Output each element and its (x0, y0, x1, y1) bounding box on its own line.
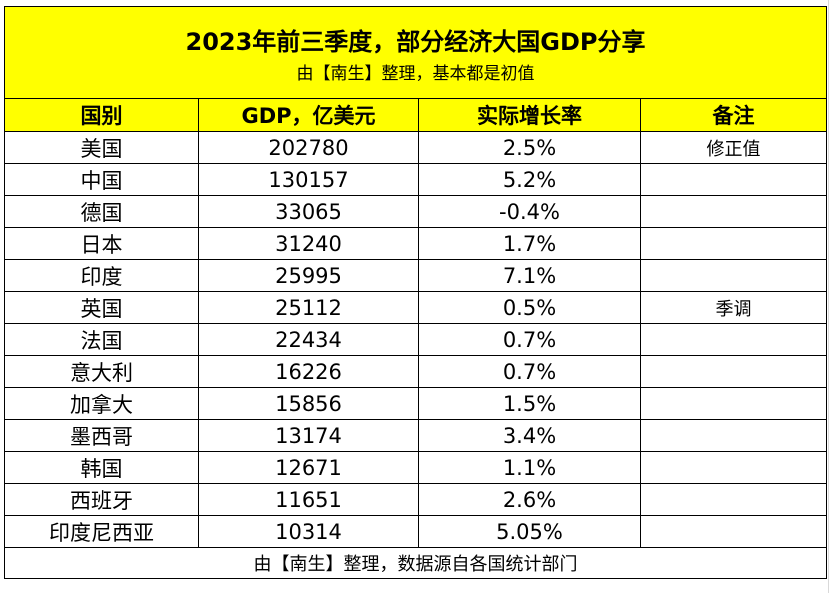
cell-growth[interactable]: 0.7% (418, 323, 641, 356)
cell-country[interactable]: 韩国 (4, 451, 199, 484)
header-gdp[interactable]: GDP，亿美元 (198, 98, 419, 132)
table-subtitle: 由【南生】整理，基本都是初值 (296, 63, 535, 84)
cell-country[interactable]: 法国 (4, 323, 199, 356)
cell-growth[interactable]: 0.5% (418, 291, 641, 324)
cell-growth[interactable]: 2.6% (418, 483, 641, 516)
cell-country[interactable]: 加拿大 (4, 387, 199, 420)
cell-gdp[interactable]: 22434 (198, 323, 419, 356)
cell-note[interactable] (639, 227, 828, 260)
table-row: 美国 202780 2.5% 修正值 (4, 131, 828, 164)
cell-note[interactable] (639, 515, 828, 548)
cell-growth[interactable]: 7.1% (418, 259, 641, 292)
table-row: 印度尼西亚 10314 5.05% (4, 515, 828, 548)
title-block: 2023年前三季度，部分经济大国GDP分享 由【南生】整理，基本都是初值 (3, 6, 828, 99)
cell-note[interactable] (639, 483, 828, 516)
table-row: 韩国 12671 1.1% (4, 451, 828, 484)
cell-note[interactable] (639, 387, 828, 420)
table-row: 英国 25112 0.5% 季调 (4, 291, 828, 324)
table-row: 意大利 16226 0.7% (4, 355, 828, 388)
header-row: 国别 GDP，亿美元 实际增长率 备注 (4, 98, 828, 132)
cell-growth[interactable]: 1.1% (418, 451, 641, 484)
cell-country[interactable]: 墨西哥 (4, 419, 199, 452)
cell-note[interactable] (639, 195, 828, 228)
table-row: 墨西哥 13174 3.4% (4, 419, 828, 452)
table-row: 德国 33065 -0.4% (4, 195, 828, 228)
cell-growth[interactable]: 1.5% (418, 387, 641, 420)
cell-country[interactable]: 日本 (4, 227, 199, 260)
cell-gdp[interactable]: 13174 (198, 419, 419, 452)
table-row: 加拿大 15856 1.5% (4, 387, 828, 420)
cell-growth[interactable]: 0.7% (418, 355, 641, 388)
cell-gdp[interactable]: 12671 (198, 451, 419, 484)
cell-note[interactable] (639, 259, 828, 292)
cell-gdp[interactable]: 16226 (198, 355, 419, 388)
gdp-table: 2023年前三季度，部分经济大国GDP分享 由【南生】整理，基本都是初值 国别 … (3, 6, 828, 579)
cell-country[interactable]: 德国 (4, 195, 199, 228)
table-row: 日本 31240 1.7% (4, 227, 828, 260)
cell-growth[interactable]: 5.05% (418, 515, 641, 548)
cell-gdp[interactable]: 25995 (198, 259, 419, 292)
cell-note[interactable] (639, 163, 828, 196)
table-row: 西班牙 11651 2.6% (4, 483, 828, 516)
cell-note[interactable] (639, 355, 828, 388)
cell-gdp[interactable]: 31240 (198, 227, 419, 260)
cell-gdp[interactable]: 202780 (198, 131, 419, 164)
cell-growth[interactable]: 1.7% (418, 227, 641, 260)
cell-note[interactable] (639, 323, 828, 356)
header-note[interactable]: 备注 (639, 98, 828, 132)
table-title: 2023年前三季度，部分经济大国GDP分享 (185, 27, 646, 56)
cell-country[interactable]: 意大利 (4, 355, 199, 388)
cell-gdp[interactable]: 130157 (198, 163, 419, 196)
sheet-gridline (828, 0, 829, 593)
cell-growth[interactable]: 2.5% (418, 131, 641, 164)
table-footer[interactable]: 由【南生】整理，数据源自各国统计部门 (3, 547, 828, 579)
cell-country[interactable]: 美国 (4, 131, 199, 164)
cell-gdp[interactable]: 10314 (198, 515, 419, 548)
header-country[interactable]: 国别 (4, 98, 199, 132)
cell-note[interactable]: 修正值 (639, 131, 828, 164)
cell-growth[interactable]: 5.2% (418, 163, 641, 196)
cell-gdp[interactable]: 15856 (198, 387, 419, 420)
cell-country[interactable]: 西班牙 (4, 483, 199, 516)
table-row: 印度 25995 7.1% (4, 259, 828, 292)
cell-note[interactable]: 季调 (639, 291, 828, 324)
table-row: 法国 22434 0.7% (4, 323, 828, 356)
cell-gdp[interactable]: 33065 (198, 195, 419, 228)
cell-country[interactable]: 印度尼西亚 (4, 515, 199, 548)
header-growth[interactable]: 实际增长率 (418, 98, 641, 132)
cell-note[interactable] (639, 451, 828, 484)
cell-country[interactable]: 中国 (4, 163, 199, 196)
cell-country[interactable]: 英国 (4, 291, 199, 324)
cell-country[interactable]: 印度 (4, 259, 199, 292)
cell-growth[interactable]: 3.4% (418, 419, 641, 452)
cell-gdp[interactable]: 25112 (198, 291, 419, 324)
cell-growth[interactable]: -0.4% (418, 195, 641, 228)
cell-note[interactable] (639, 419, 828, 452)
table-row: 中国 130157 5.2% (4, 163, 828, 196)
cell-gdp[interactable]: 11651 (198, 483, 419, 516)
